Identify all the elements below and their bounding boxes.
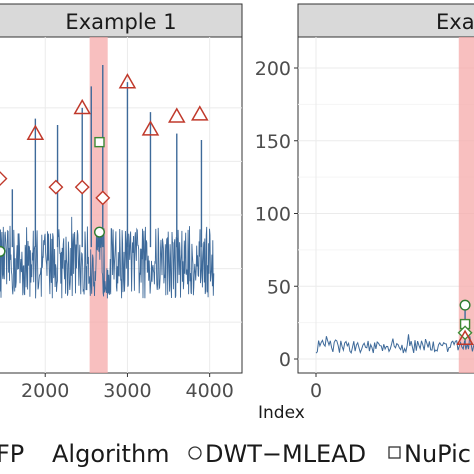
x-tick-label: 2000 bbox=[21, 380, 69, 402]
legend-item-fp-label: FP bbox=[0, 440, 24, 468]
x-tick-label: 0 bbox=[310, 380, 322, 402]
anomaly-region bbox=[89, 37, 108, 373]
y-tick-label: 200 bbox=[255, 58, 291, 80]
panel2-strip: Exa bbox=[297, 3, 474, 38]
x-axis-label: Index bbox=[258, 403, 305, 423]
merlin-marker bbox=[118, 73, 137, 89]
legend: FP Algorithm DWT−MLEAD NuPic bbox=[0, 440, 471, 468]
signal-series bbox=[315, 334, 474, 355]
merlin-marker bbox=[456, 329, 474, 346]
fp-marker bbox=[95, 190, 111, 206]
y-tick-label: 0 bbox=[279, 349, 291, 371]
panel1-strip: Example 1 bbox=[0, 3, 243, 38]
y-tick-label: 50 bbox=[267, 276, 291, 298]
dwt-marker bbox=[0, 245, 6, 257]
panel1-x-axis: 2000 3000 4000 bbox=[21, 373, 234, 402]
dwt-marker bbox=[459, 299, 471, 311]
legend-title: Algorithm bbox=[52, 440, 170, 468]
merlin-marker bbox=[167, 107, 186, 123]
x-tick-label: 4000 bbox=[185, 380, 233, 402]
legend-square-icon bbox=[388, 446, 401, 459]
merlin-marker bbox=[191, 105, 209, 121]
dwt-marker bbox=[93, 226, 105, 238]
panel2-y-axis: 0 50 100 150 200 bbox=[255, 58, 298, 371]
signal-series bbox=[0, 216, 215, 299]
x-tick-label: 3000 bbox=[103, 380, 151, 402]
fp-marker bbox=[0, 171, 8, 187]
panel2-x-axis: 05000 bbox=[310, 373, 322, 402]
panel1-plot bbox=[0, 36, 243, 374]
merlin-marker bbox=[26, 124, 45, 140]
legend-circle-icon bbox=[188, 446, 202, 460]
fp-marker bbox=[48, 179, 64, 195]
panel1-title: Example 1 bbox=[65, 10, 176, 34]
legend-item-nupic-label: NuPic bbox=[404, 440, 471, 468]
fp-marker bbox=[74, 179, 90, 195]
legend-item-dwt-label: DWT−MLEAD bbox=[205, 440, 366, 468]
merlin-marker bbox=[73, 98, 92, 115]
y-tick-label: 100 bbox=[255, 204, 291, 226]
nupic-marker bbox=[94, 136, 105, 148]
panel2-title: Exa bbox=[436, 10, 474, 34]
y-tick-label: 150 bbox=[255, 131, 291, 153]
panel2-plot bbox=[297, 36, 474, 374]
anomaly-region bbox=[458, 37, 474, 373]
merlin-marker bbox=[141, 120, 160, 136]
